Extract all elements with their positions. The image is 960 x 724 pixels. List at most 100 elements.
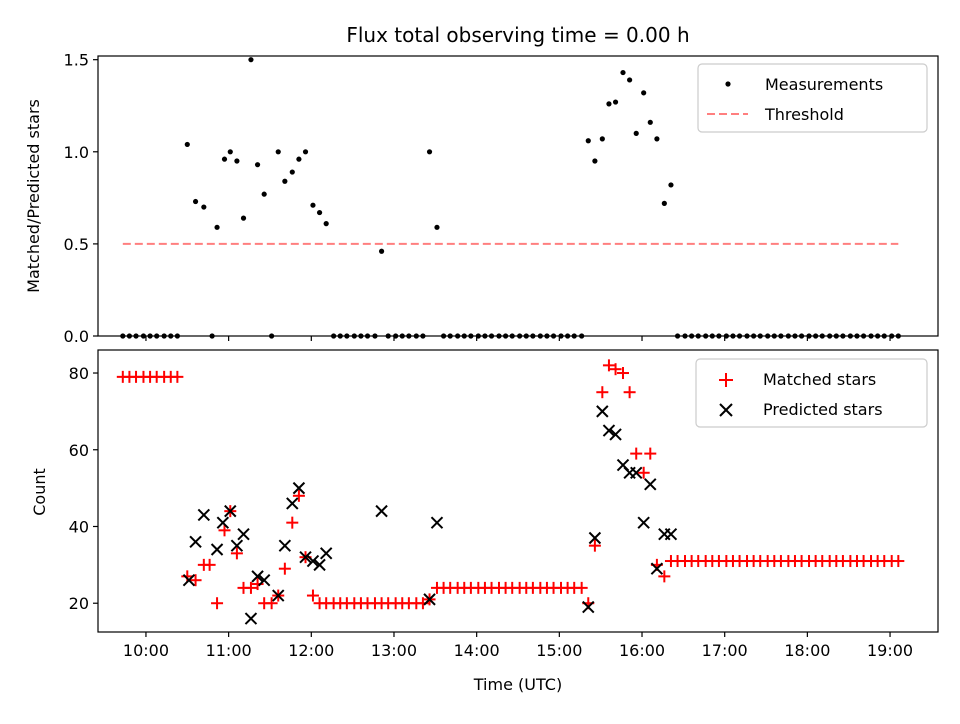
- matched-star-point: [602, 359, 615, 372]
- predicted-star-point: [272, 589, 285, 602]
- matched-star-point: [623, 386, 636, 399]
- top-legend: Measurements Threshold: [697, 63, 928, 133]
- matched-star-point: [244, 581, 257, 594]
- measurement-point: [647, 119, 653, 125]
- matched-star-point: [189, 574, 202, 587]
- matched-star-point: [658, 570, 671, 583]
- measurement-point: [296, 156, 302, 162]
- top-ytick-label: 0.0: [64, 327, 89, 346]
- predicted-star-point: [237, 527, 250, 541]
- bottom-ytick-label: 40: [69, 517, 89, 536]
- matched-star-point: [892, 555, 905, 568]
- measurement-point: [234, 158, 240, 164]
- measurement-point: [227, 149, 233, 155]
- legend-predicted-label: Predicted stars: [763, 400, 883, 419]
- measurement-point: [633, 130, 639, 136]
- predicted-star-point: [189, 535, 202, 549]
- measurement-point: [426, 149, 433, 155]
- matched-star-point: [181, 570, 194, 583]
- measurement-point: [282, 178, 288, 184]
- predicted-star-point: [609, 428, 622, 441]
- predicted-star-point: [278, 539, 292, 552]
- legend-measurements-marker: [725, 81, 731, 87]
- measurement-point: [221, 156, 228, 162]
- bottom-ytick-label: 80: [69, 364, 89, 383]
- measurement-point: [316, 209, 323, 216]
- predicted-star-point: [650, 562, 664, 575]
- top-legend-box: [697, 63, 928, 133]
- legend-matched-marker: [719, 373, 733, 387]
- predicted-star-point: [313, 558, 326, 572]
- predicted-star-point: [630, 466, 643, 479]
- matched-star-point: [265, 597, 278, 610]
- measurement-point: [240, 215, 247, 221]
- measurement-point: [275, 149, 281, 155]
- predicted-star-point: [582, 600, 595, 614]
- bottom-xtick-label: 18:00: [784, 641, 830, 660]
- measurement-point: [599, 136, 605, 142]
- matched-star-point: [278, 562, 291, 575]
- legend-measurements-label: Measurements: [765, 75, 883, 94]
- top-ytick-label: 1.5: [64, 51, 89, 70]
- predicted-star-point: [286, 497, 299, 510]
- measurement-point: [378, 248, 385, 254]
- legend-matched-label: Matched stars: [763, 370, 876, 389]
- bottom-legend-box: [695, 358, 928, 428]
- measurement-point: [627, 77, 633, 83]
- predicted-star-point: [224, 504, 237, 518]
- measurement-point: [302, 149, 309, 155]
- matched-star-point: [637, 466, 650, 479]
- predicted-star-point: [182, 573, 196, 587]
- matched-star-point: [596, 386, 609, 399]
- top-ylabel: Matched/Predicted stars: [24, 99, 43, 293]
- predicted-star-point: [664, 527, 678, 541]
- top-ytick-label: 1.0: [64, 143, 89, 162]
- matched-star-point: [171, 370, 184, 383]
- bottom-xtick-label: 13:00: [371, 641, 417, 660]
- bottom-xtick-label: 19:00: [867, 641, 913, 660]
- measurement-point: [201, 204, 207, 210]
- matched-star-point: [609, 363, 622, 376]
- bottom-xtick-label: 10:00: [123, 641, 169, 660]
- chart-title: Flux total observing time = 0.00 h: [346, 23, 689, 47]
- measurement-point: [192, 198, 199, 205]
- measurement-point: [254, 162, 261, 168]
- measurement-point: [654, 136, 660, 142]
- matched-star-point: [211, 597, 224, 610]
- measurement-point: [323, 221, 329, 227]
- legend-threshold-label: Threshold: [764, 105, 844, 124]
- predicted-star-point: [216, 516, 230, 529]
- legend-predicted-marker: [719, 403, 733, 417]
- predicted-star-point: [644, 478, 657, 491]
- predicted-star-point: [244, 612, 258, 625]
- predicted-star-point: [292, 481, 306, 495]
- bottom-xlabel: Time (UTC): [473, 675, 562, 694]
- predicted-star-point: [637, 516, 650, 529]
- measurement-point: [184, 141, 190, 148]
- predicted-star-point: [197, 508, 211, 522]
- matched-star-point: [588, 539, 601, 552]
- predicted-star-point: [230, 539, 244, 552]
- matched-star-point: [286, 516, 299, 529]
- matched-star-point: [306, 589, 319, 602]
- predicted-star-point: [588, 531, 602, 545]
- measurement-point: [612, 99, 619, 105]
- measurement-point: [434, 224, 440, 230]
- bottom-axes-frame: [97, 349, 939, 633]
- measurement-point: [620, 69, 626, 76]
- predicted-star-point: [210, 543, 224, 556]
- bottom-axis-ticks: 20 40 60 80 10:00 11:00 12:00 13:00 14:00 15:00 16…: [69, 364, 913, 660]
- predicted-star-point: [299, 550, 312, 564]
- bottom-ylabel: Count: [30, 468, 49, 516]
- predicted-star-point: [596, 405, 609, 418]
- bottom-xtick-label: 17:00: [702, 641, 748, 660]
- matched-star-point: [292, 489, 305, 502]
- bottom-xtick-label: 15:00: [536, 641, 582, 660]
- measurement-point: [289, 169, 295, 175]
- matched-star-point: [575, 581, 588, 594]
- measurement-point: [668, 182, 674, 188]
- bottom-xtick-label: 16:00: [619, 641, 665, 660]
- matched-star-point: [630, 447, 643, 460]
- matched-star-point: [644, 447, 657, 460]
